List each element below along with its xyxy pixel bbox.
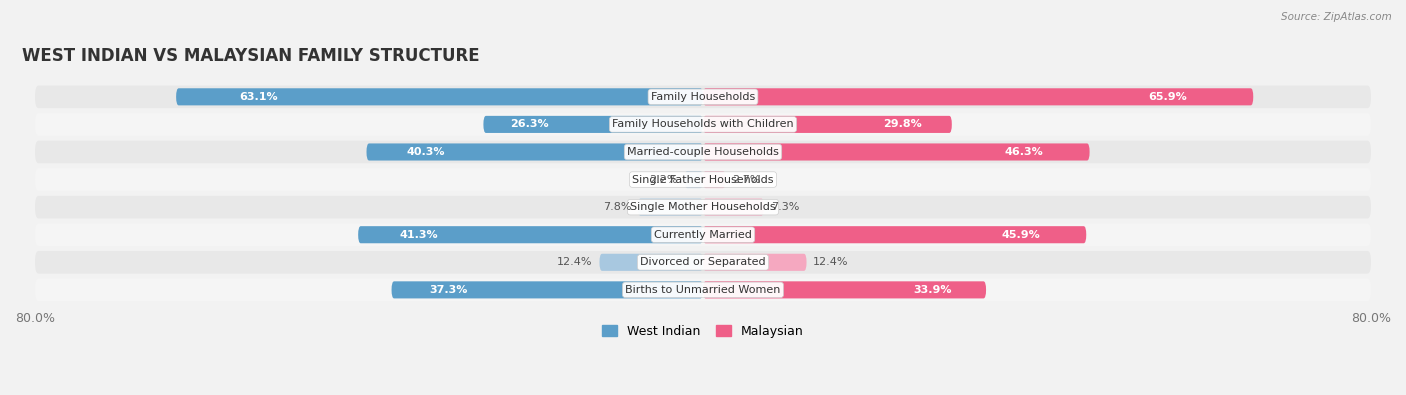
Text: 45.9%: 45.9% — [1001, 230, 1040, 240]
FancyBboxPatch shape — [703, 199, 763, 216]
Text: Single Mother Households: Single Mother Households — [630, 202, 776, 212]
Text: 7.3%: 7.3% — [770, 202, 799, 212]
Text: Currently Married: Currently Married — [654, 230, 752, 240]
FancyBboxPatch shape — [35, 86, 1371, 108]
Text: Married-couple Households: Married-couple Households — [627, 147, 779, 157]
FancyBboxPatch shape — [35, 141, 1371, 163]
Text: 65.9%: 65.9% — [1149, 92, 1187, 102]
FancyBboxPatch shape — [703, 226, 1087, 243]
Text: 26.3%: 26.3% — [510, 119, 548, 130]
Text: Source: ZipAtlas.com: Source: ZipAtlas.com — [1281, 12, 1392, 22]
FancyBboxPatch shape — [35, 168, 1371, 191]
FancyBboxPatch shape — [638, 199, 703, 216]
Legend: West Indian, Malaysian: West Indian, Malaysian — [598, 320, 808, 343]
Text: 46.3%: 46.3% — [1004, 147, 1043, 157]
FancyBboxPatch shape — [359, 226, 703, 243]
FancyBboxPatch shape — [35, 251, 1371, 274]
FancyBboxPatch shape — [35, 278, 1371, 301]
Text: 29.8%: 29.8% — [883, 119, 922, 130]
Text: Divorced or Separated: Divorced or Separated — [640, 257, 766, 267]
Text: Births to Unmarried Women: Births to Unmarried Women — [626, 285, 780, 295]
Text: 12.4%: 12.4% — [813, 257, 849, 267]
FancyBboxPatch shape — [685, 171, 703, 188]
FancyBboxPatch shape — [367, 143, 703, 160]
FancyBboxPatch shape — [703, 116, 952, 133]
FancyBboxPatch shape — [599, 254, 703, 271]
Text: Family Households with Children: Family Households with Children — [612, 119, 794, 130]
Text: 33.9%: 33.9% — [914, 285, 952, 295]
Text: 41.3%: 41.3% — [399, 230, 439, 240]
Text: 7.8%: 7.8% — [603, 202, 631, 212]
Text: WEST INDIAN VS MALAYSIAN FAMILY STRUCTURE: WEST INDIAN VS MALAYSIAN FAMILY STRUCTUR… — [21, 47, 479, 65]
Text: Family Households: Family Households — [651, 92, 755, 102]
Text: 12.4%: 12.4% — [557, 257, 593, 267]
FancyBboxPatch shape — [35, 224, 1371, 246]
FancyBboxPatch shape — [703, 171, 725, 188]
FancyBboxPatch shape — [35, 196, 1371, 218]
FancyBboxPatch shape — [484, 116, 703, 133]
Text: 63.1%: 63.1% — [239, 92, 278, 102]
Text: 2.7%: 2.7% — [733, 175, 761, 184]
Text: 2.2%: 2.2% — [650, 175, 678, 184]
FancyBboxPatch shape — [703, 143, 1090, 160]
Text: Single Father Households: Single Father Households — [633, 175, 773, 184]
FancyBboxPatch shape — [703, 254, 807, 271]
FancyBboxPatch shape — [391, 281, 703, 299]
Text: 40.3%: 40.3% — [406, 147, 446, 157]
Text: 37.3%: 37.3% — [429, 285, 467, 295]
FancyBboxPatch shape — [176, 88, 703, 105]
FancyBboxPatch shape — [703, 281, 986, 299]
FancyBboxPatch shape — [703, 88, 1253, 105]
FancyBboxPatch shape — [35, 113, 1371, 136]
